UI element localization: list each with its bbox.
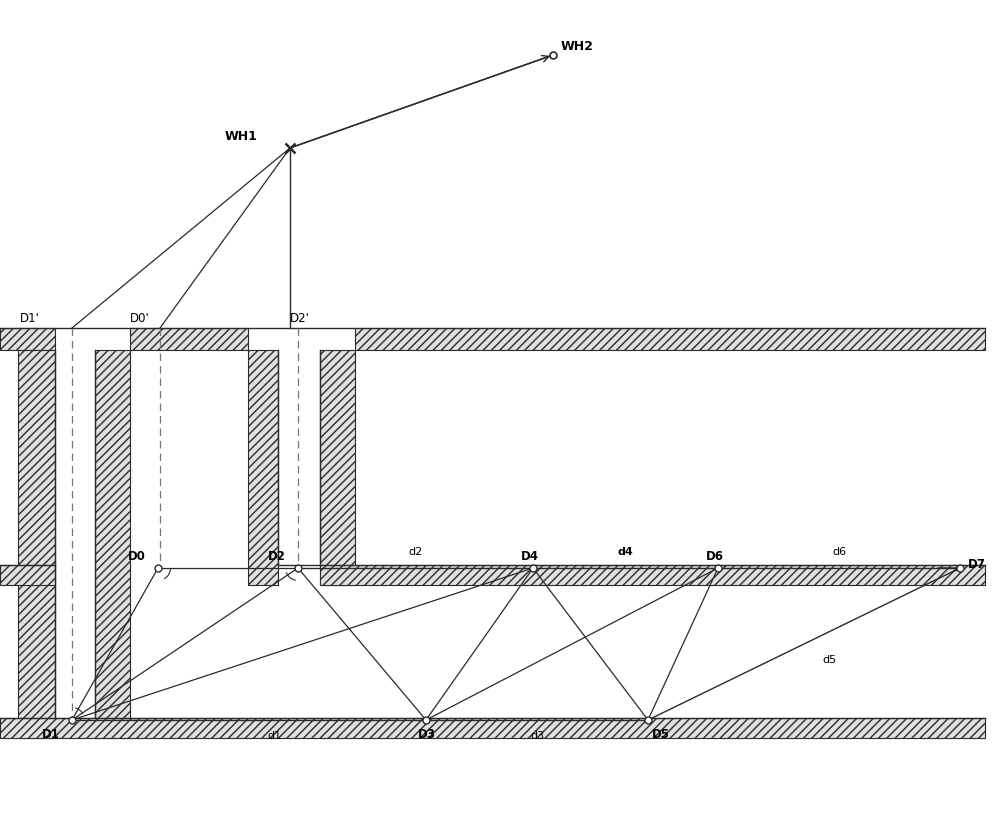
Bar xyxy=(18,350,55,738)
Text: D1: D1 xyxy=(42,728,60,741)
Text: D3: D3 xyxy=(418,728,436,741)
Text: D1': D1' xyxy=(20,312,40,325)
Text: WH2: WH2 xyxy=(561,40,594,53)
Bar xyxy=(355,328,985,350)
Text: d6: d6 xyxy=(832,547,846,557)
Text: d5: d5 xyxy=(822,655,836,665)
Bar xyxy=(320,350,355,585)
Bar xyxy=(320,565,985,585)
Bar xyxy=(248,350,278,585)
Bar xyxy=(0,565,55,585)
Text: D5: D5 xyxy=(652,728,670,741)
Bar xyxy=(0,718,985,738)
Text: d3: d3 xyxy=(530,731,544,741)
Text: D0: D0 xyxy=(128,550,146,563)
Text: D0': D0' xyxy=(130,312,150,325)
Bar xyxy=(130,328,248,350)
Text: D2': D2' xyxy=(290,312,310,325)
Text: d1: d1 xyxy=(267,731,281,741)
Bar xyxy=(0,328,55,350)
Text: D6: D6 xyxy=(706,550,724,563)
Text: D4: D4 xyxy=(521,550,539,563)
Bar xyxy=(95,350,130,738)
Text: D2: D2 xyxy=(268,550,286,563)
Text: D7: D7 xyxy=(968,558,986,571)
Text: d4: d4 xyxy=(618,547,633,557)
Text: d2: d2 xyxy=(408,547,423,557)
Text: WH1: WH1 xyxy=(225,130,258,143)
